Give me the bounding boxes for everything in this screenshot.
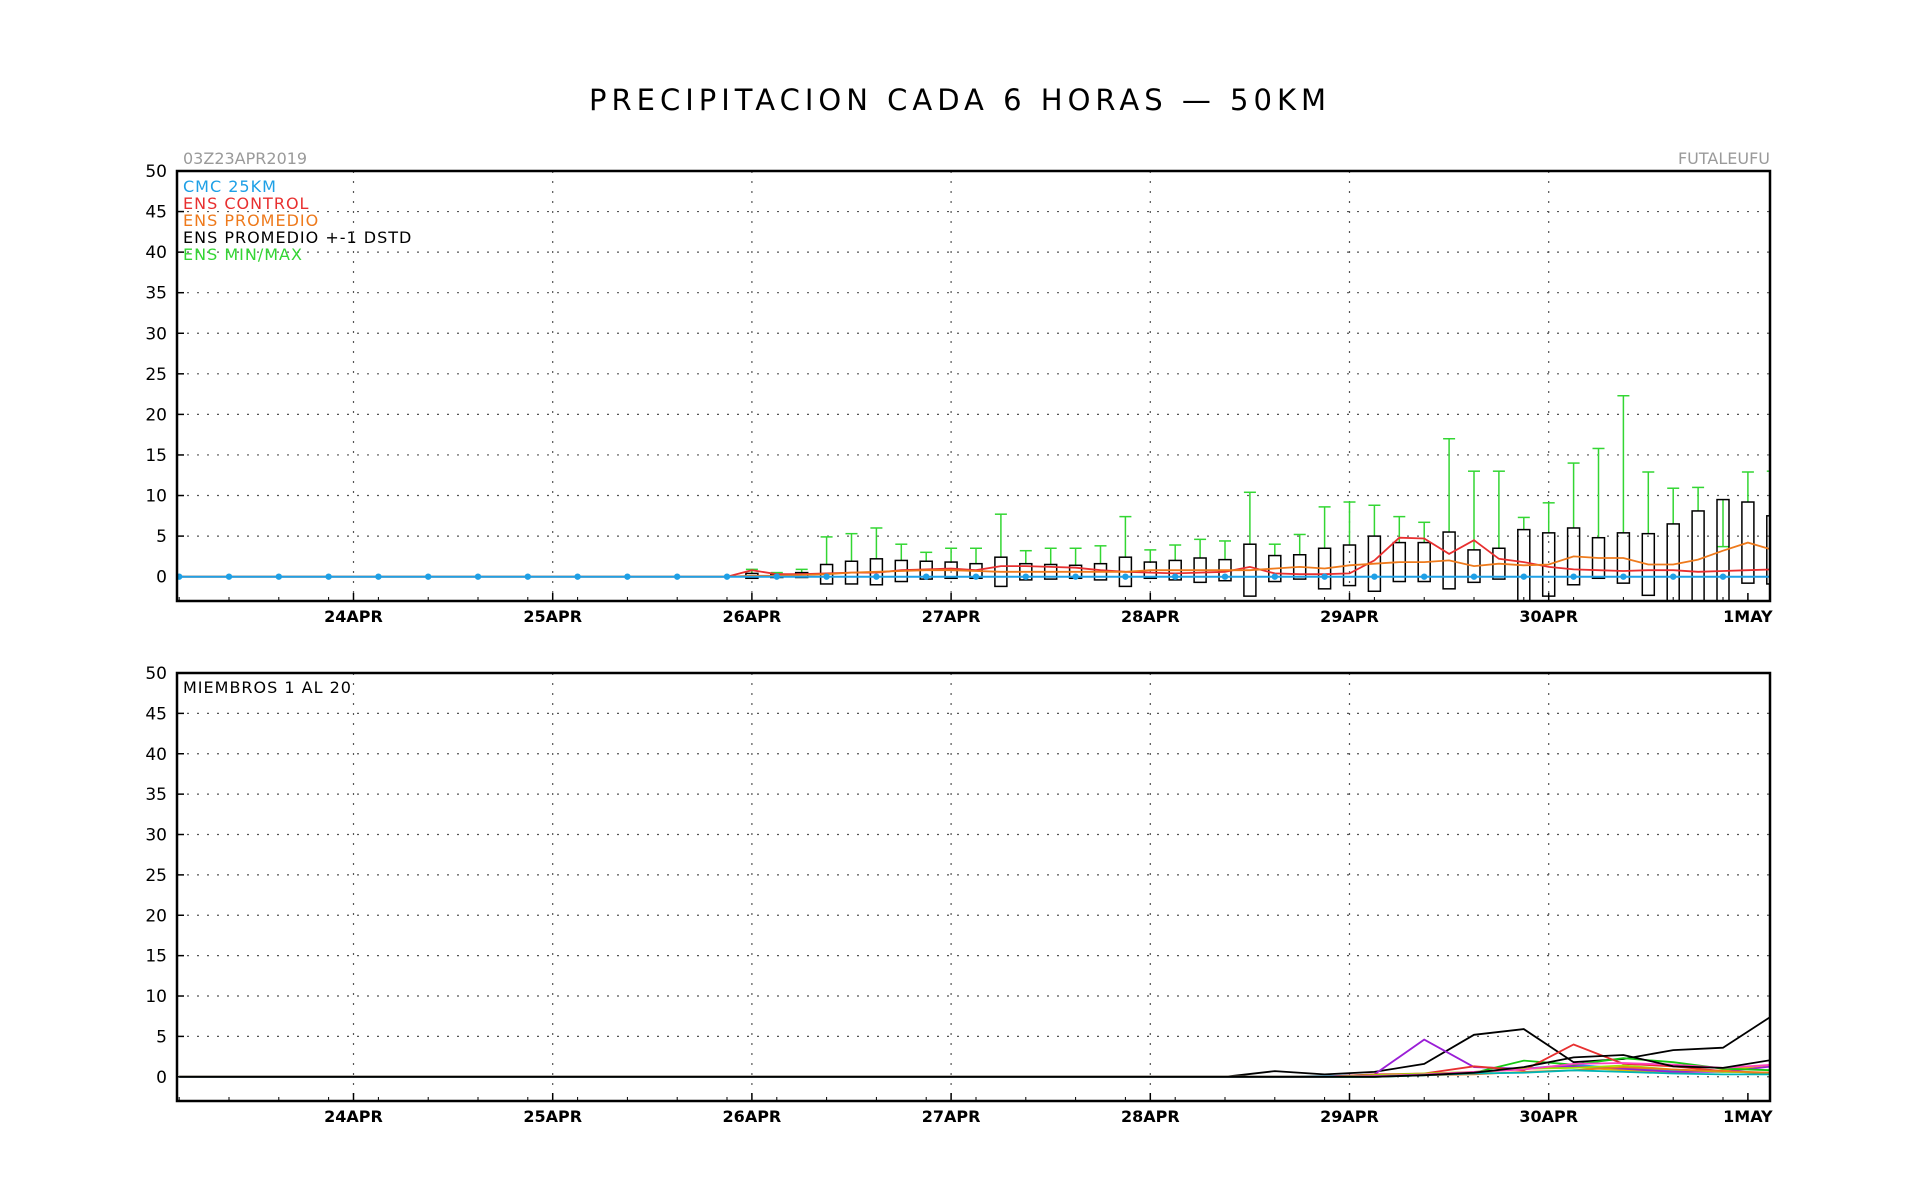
y-tick-label: 10 <box>145 987 167 1007</box>
x-tick-label: 25APR <box>523 607 582 626</box>
y-tick-label: 50 <box>145 162 167 182</box>
cmc-point <box>1421 573 1428 580</box>
cmc-point <box>1172 573 1179 580</box>
y-tick-label: 40 <box>145 745 167 765</box>
x-tick-label: 27APR <box>922 1107 981 1126</box>
member-line <box>179 1043 1770 1078</box>
plot-frame <box>175 169 1772 603</box>
member-line <box>179 1054 1770 1078</box>
x-tick-label: 29APR <box>1320 1107 1379 1126</box>
x-tick-label: 27APR <box>922 607 981 626</box>
member-line <box>179 1063 1770 1078</box>
member-line <box>179 1038 1770 1078</box>
cmc-point <box>624 573 631 580</box>
cmc-point <box>275 573 282 580</box>
cmc-point <box>773 573 780 580</box>
cmc-point <box>1371 573 1378 580</box>
y-tick-label: 5 <box>156 527 167 547</box>
plot-frame <box>175 671 1772 1103</box>
y-tick-label: 25 <box>145 365 167 385</box>
legend-entry: ENS PROMEDIO <box>183 211 319 230</box>
cmc-point <box>1620 573 1627 580</box>
cmc-point <box>1271 573 1279 580</box>
cmc-point <box>325 573 332 580</box>
x-tick-label: 24APR <box>324 607 383 626</box>
y-tick-label: 25 <box>145 866 167 886</box>
cmc-point <box>1022 573 1029 580</box>
x-tick-label: 29APR <box>1320 607 1379 626</box>
cmc-point <box>723 573 731 580</box>
dstd-box <box>1691 510 1705 601</box>
dstd-box <box>1741 501 1755 584</box>
y-tick-label: 10 <box>145 487 167 507</box>
y-tick-label: 15 <box>145 446 167 466</box>
cmc-point <box>1221 573 1229 580</box>
cmc-point <box>1719 573 1727 580</box>
cmc-point <box>474 573 482 580</box>
dstd-box <box>1766 515 1770 585</box>
cmc-point <box>1520 573 1528 580</box>
y-tick-label: 5 <box>156 1027 167 1047</box>
y-tick-label: 35 <box>145 785 167 805</box>
y-tick-label: 15 <box>145 947 167 967</box>
cmc-point <box>923 573 930 580</box>
cmc-point <box>425 573 432 580</box>
location-label: FUTALEUFU <box>1678 149 1770 168</box>
cmc-point <box>1321 573 1328 580</box>
plot-area <box>179 1016 1770 1078</box>
y-tick-label: 20 <box>145 405 167 425</box>
x-tick-label: 26APR <box>723 1107 782 1126</box>
x-tick-label: 30APR <box>1519 1107 1578 1126</box>
x-tick-label: 30APR <box>1519 607 1578 626</box>
legend-entry: ENS PROMEDIO +-1 DSTD <box>183 228 412 247</box>
cmc-point <box>1570 573 1577 580</box>
x-tick-label: 28APR <box>1121 607 1180 626</box>
members-annotation: MIEMBROS 1 AL 20 <box>183 678 352 697</box>
x-tick-label: 25APR <box>523 1107 582 1126</box>
y-tick-label: 45 <box>145 203 167 223</box>
y-tick-label: 0 <box>156 568 167 588</box>
legend-entry: CMC 25KM <box>183 177 277 196</box>
cmc-point <box>873 573 880 580</box>
x-tick-label: 28APR <box>1121 1107 1180 1126</box>
cmc-point <box>524 573 531 580</box>
cmc-point <box>574 573 581 580</box>
init-time-label: 03Z23APR2019 <box>183 149 307 168</box>
y-tick-label: 30 <box>145 324 167 344</box>
x-tick-label: 1MAY <box>1723 607 1773 626</box>
y-tick-label: 50 <box>145 664 167 684</box>
chart-title: PRECIPITACION CADA 6 HORAS — 50KM <box>589 83 1331 117</box>
cmc-point <box>674 573 681 580</box>
y-tick-label: 0 <box>156 1068 167 1088</box>
plot-area <box>177 394 1770 601</box>
cmc-point <box>225 573 233 580</box>
y-tick-label: 35 <box>145 284 167 304</box>
legend-entry: ENS CONTROL <box>183 194 309 213</box>
cmc-point <box>823 573 830 580</box>
cmc-point <box>1470 573 1478 580</box>
legend-entry: ENS MIN/MAX <box>183 245 303 264</box>
dstd-box <box>1716 498 1730 601</box>
y-tick-label: 30 <box>145 826 167 846</box>
cmc-point <box>375 573 382 580</box>
cmc-point <box>177 573 183 580</box>
x-tick-label: 24APR <box>324 1107 383 1126</box>
x-tick-label: 1MAY <box>1723 1107 1773 1126</box>
y-tick-label: 20 <box>145 906 167 926</box>
cmc-point <box>972 573 980 580</box>
y-tick-label: 45 <box>145 704 167 724</box>
member-line <box>179 1016 1770 1078</box>
cmc-point <box>1122 573 1129 580</box>
x-tick-label: 26APR <box>723 607 782 626</box>
cmc-point <box>1670 573 1677 580</box>
y-tick-label: 40 <box>145 243 167 263</box>
cmc-point <box>1072 573 1079 580</box>
